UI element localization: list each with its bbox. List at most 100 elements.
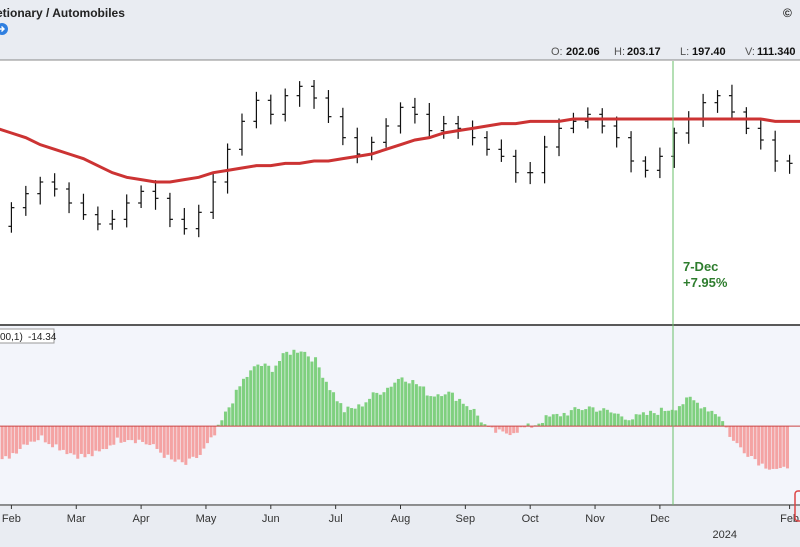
histogram-bar bbox=[742, 426, 746, 454]
histogram-bar bbox=[396, 378, 400, 427]
histogram-bar bbox=[627, 420, 631, 427]
histogram-bar bbox=[346, 406, 350, 427]
histogram-bar bbox=[605, 409, 609, 427]
histogram-bar bbox=[332, 392, 336, 427]
histogram-bar bbox=[241, 378, 245, 427]
histogram-bar bbox=[364, 402, 368, 427]
ohlc-volume-value: 111.340 bbox=[757, 46, 796, 58]
histogram-bar bbox=[173, 426, 177, 462]
ohlc-bar bbox=[613, 116, 620, 148]
histogram-bar bbox=[526, 423, 530, 427]
histogram-bar bbox=[61, 426, 65, 450]
ohlc-bar bbox=[541, 135, 548, 184]
histogram-bar bbox=[580, 410, 584, 427]
histogram-bar bbox=[184, 426, 188, 465]
histogram-bar bbox=[187, 426, 191, 459]
histogram-bar bbox=[728, 426, 732, 437]
histogram-bar bbox=[699, 408, 703, 427]
ohlc-bar bbox=[512, 149, 519, 183]
histogram-bar bbox=[432, 396, 436, 427]
ohlc-bar bbox=[8, 202, 15, 233]
histogram-bar bbox=[562, 412, 566, 427]
histogram-bar bbox=[270, 371, 274, 427]
histogram-bar bbox=[515, 426, 519, 433]
ohlc-bar bbox=[383, 118, 390, 148]
expand-icon[interactable] bbox=[0, 23, 8, 35]
histogram-bar bbox=[177, 426, 181, 460]
histogram-bar bbox=[638, 414, 642, 427]
histogram-bar bbox=[126, 426, 130, 441]
histogram-bar bbox=[231, 403, 235, 427]
histogram-bar bbox=[375, 392, 379, 427]
histogram-bar bbox=[137, 426, 141, 440]
x-tick-label: Oct bbox=[522, 513, 539, 525]
annotation-date: 7-Dec bbox=[683, 259, 718, 274]
histogram-bar bbox=[497, 426, 501, 430]
histogram-bar bbox=[429, 396, 433, 427]
histogram-bar bbox=[292, 349, 296, 427]
histogram-bar bbox=[782, 426, 786, 467]
histogram-bar bbox=[220, 420, 224, 427]
histogram-bar bbox=[785, 426, 789, 469]
ohlc-open-key: O: bbox=[551, 46, 563, 58]
histogram-bar bbox=[425, 395, 429, 427]
ohlc-low-value: 197.40 bbox=[692, 46, 726, 58]
histogram-bar bbox=[501, 426, 505, 432]
histogram-bar bbox=[90, 426, 94, 457]
ohlc-bar bbox=[325, 90, 332, 123]
histogram-bar bbox=[36, 426, 40, 441]
histogram-bar bbox=[479, 422, 483, 427]
ohlc-bar bbox=[339, 107, 346, 146]
histogram-bar bbox=[450, 392, 454, 427]
ohlc-bar bbox=[455, 115, 462, 139]
histogram-bar bbox=[162, 426, 166, 458]
histogram-bar bbox=[123, 426, 127, 442]
histogram-bar bbox=[227, 407, 231, 427]
histogram-bar bbox=[587, 406, 591, 427]
histogram-bar bbox=[108, 426, 112, 446]
histogram-bar bbox=[350, 408, 354, 427]
x-tick-label: Nov bbox=[585, 513, 605, 525]
histogram-bar bbox=[476, 415, 480, 427]
x-tick-label: Jul bbox=[329, 513, 343, 525]
ohlc-bar bbox=[238, 113, 245, 156]
annotation-change: +7.95% bbox=[683, 275, 728, 290]
histogram-bar bbox=[443, 394, 447, 427]
histogram-bar bbox=[101, 426, 105, 450]
ohlc-bar bbox=[22, 185, 29, 216]
price-panel bbox=[0, 61, 800, 325]
histogram-bar bbox=[342, 412, 346, 427]
histogram-bar bbox=[79, 426, 83, 454]
histogram-bar bbox=[746, 426, 750, 457]
histogram-bar bbox=[202, 426, 206, 449]
histogram-bar bbox=[371, 392, 375, 427]
histogram-bar bbox=[454, 400, 458, 427]
histogram-bar bbox=[263, 363, 267, 427]
histogram-bar bbox=[685, 397, 689, 427]
histogram-bar bbox=[33, 426, 37, 442]
histogram-bar bbox=[407, 383, 411, 427]
histogram-bar bbox=[656, 414, 660, 427]
histogram-bar bbox=[760, 426, 764, 464]
scroll-handle[interactable] bbox=[794, 490, 800, 522]
histogram-bars bbox=[0, 349, 789, 470]
histogram-bar bbox=[703, 407, 707, 427]
histogram-bar bbox=[595, 411, 599, 427]
x-tick-label: Feb bbox=[2, 513, 21, 525]
histogram-bar bbox=[681, 404, 685, 427]
histogram-bar bbox=[357, 404, 361, 427]
histogram-bar bbox=[649, 410, 653, 427]
histogram-bar bbox=[652, 413, 656, 427]
histogram-bar bbox=[25, 426, 29, 445]
x-axis-band bbox=[0, 506, 800, 547]
histogram-bar bbox=[440, 396, 444, 427]
histogram-bar bbox=[613, 413, 617, 427]
x-tick-label: Apr bbox=[133, 513, 150, 525]
histogram-bar bbox=[569, 410, 573, 427]
histogram-bar bbox=[389, 386, 393, 427]
histogram-bar bbox=[18, 426, 22, 449]
histogram-bar bbox=[411, 380, 415, 427]
ohlc-bar bbox=[138, 185, 145, 209]
histogram-bar bbox=[87, 426, 91, 455]
ohlc-bar bbox=[80, 193, 87, 220]
